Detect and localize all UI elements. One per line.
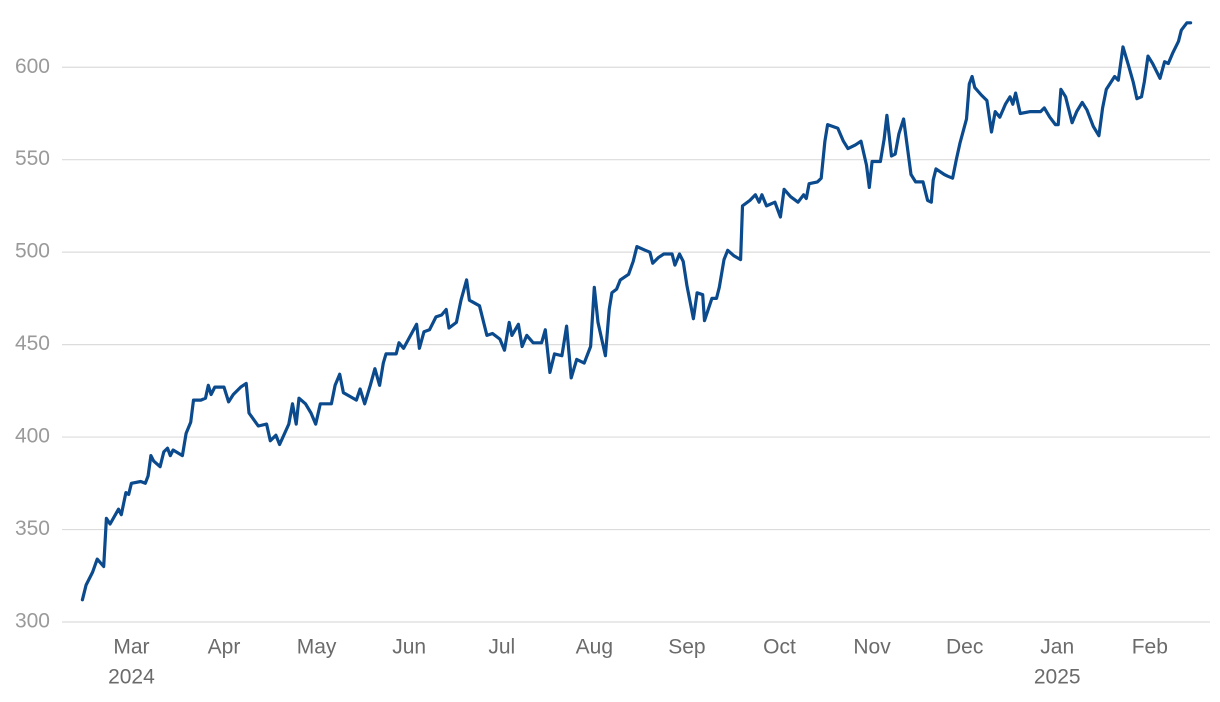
x-tick-label: Dec	[946, 636, 983, 659]
x-tick-label: Nov	[853, 636, 891, 659]
x-tick-label: Jun	[392, 636, 426, 659]
y-tick-label: 550	[15, 147, 50, 170]
x-tick-label: Apr	[208, 636, 241, 659]
y-tick-label: 600	[15, 55, 50, 78]
line-series	[80, 21, 1193, 602]
x-tick-label: Mar	[113, 636, 149, 659]
x-tick-label: Sep	[668, 636, 705, 659]
y-tick-label: 400	[15, 425, 50, 448]
x-year-label: 2025	[1034, 666, 1081, 689]
x-tick-label: Feb	[1132, 636, 1168, 659]
x-year-label: 2024	[108, 666, 155, 689]
y-tick-label: 300	[15, 610, 50, 633]
x-tick-label: Aug	[576, 636, 613, 659]
x-tick-label: Oct	[763, 636, 796, 659]
y-tick-label: 450	[15, 332, 50, 355]
x-tick-label: Jan	[1040, 636, 1074, 659]
y-tick-label: 350	[15, 517, 50, 540]
x-tick-label: May	[297, 636, 337, 659]
x-tick-label: Jul	[488, 636, 515, 659]
y-tick-label: 500	[15, 240, 50, 263]
